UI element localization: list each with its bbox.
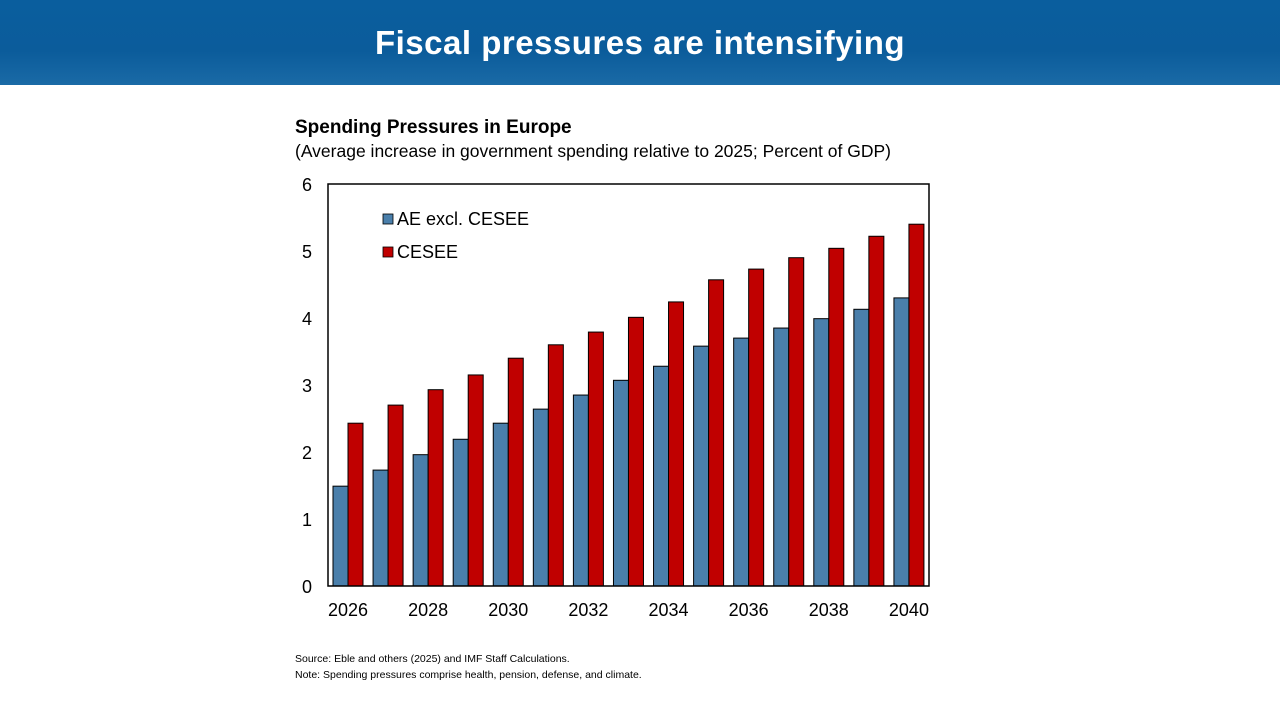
y-tick-label: 5 xyxy=(302,242,312,262)
plot-frame xyxy=(327,183,930,587)
bar-ae-2027 xyxy=(372,469,389,587)
bar-ae-2035 xyxy=(693,345,710,587)
bar-ae-2026 xyxy=(332,485,349,587)
bar-ae-2033 xyxy=(612,379,629,587)
legend-label: AE excl. CESEE xyxy=(397,209,529,229)
bar-cesee-2027 xyxy=(387,404,404,587)
y-tick-label: 3 xyxy=(302,376,312,396)
bar-ae-2038 xyxy=(813,318,830,587)
x-tick-label: 2038 xyxy=(809,600,849,620)
bar-cesee-2032 xyxy=(587,331,604,587)
bar-cesee-2034 xyxy=(668,301,685,587)
bar-cesee-2036 xyxy=(748,268,765,587)
y-tick-label: 0 xyxy=(302,577,312,597)
source-note: Source: Eble and others (2025) and IMF S… xyxy=(295,653,570,665)
bar-cesee-2037 xyxy=(788,257,805,587)
x-tick-label: 2028 xyxy=(408,600,448,620)
bar-ae-2030 xyxy=(492,422,509,587)
x-tick-label: 2026 xyxy=(328,600,368,620)
legend-swatch xyxy=(382,213,394,225)
bar-cesee-2026 xyxy=(347,422,364,587)
x-tick-label: 2034 xyxy=(649,600,689,620)
bar-cesee-2028 xyxy=(427,389,444,587)
bar-ae-2037 xyxy=(773,327,790,587)
footnote: Note: Spending pressures comprise health… xyxy=(295,669,642,681)
bar-ae-2032 xyxy=(572,394,589,587)
bar-cesee-2033 xyxy=(627,316,644,587)
bar-ae-2039 xyxy=(853,308,870,587)
bar-cesee-2038 xyxy=(828,247,845,587)
x-tick-label: 2032 xyxy=(568,600,608,620)
legend-label: CESEE xyxy=(397,242,458,262)
bar-ae-2040 xyxy=(893,297,910,587)
x-tick-label: 2036 xyxy=(729,600,769,620)
bar-cesee-2039 xyxy=(868,235,885,587)
bar-cesee-2040 xyxy=(908,223,925,587)
y-tick-label: 6 xyxy=(302,175,312,195)
chart-subtitle: (Average increase in government spending… xyxy=(295,141,891,161)
bar-ae-2036 xyxy=(733,337,750,587)
y-tick-label: 1 xyxy=(302,510,312,530)
x-tick-label: 2040 xyxy=(889,600,929,620)
bar-cesee-2031 xyxy=(547,344,564,587)
bar-ae-2034 xyxy=(653,365,670,587)
slide-title: Fiscal pressures are intensifying xyxy=(374,24,906,61)
x-tick-label: 2030 xyxy=(488,600,528,620)
bar-cesee-2029 xyxy=(467,374,484,587)
bar-cesee-2030 xyxy=(507,357,524,587)
bar-ae-2028 xyxy=(412,454,429,587)
bar-ae-2029 xyxy=(452,438,469,587)
chart-title: Spending Pressures in Europe xyxy=(295,117,572,138)
title-banner: Fiscal pressures are intensifying xyxy=(0,0,1280,85)
bar-ae-2031 xyxy=(532,408,549,587)
bar-cesee-2035 xyxy=(708,279,725,587)
y-tick-label: 2 xyxy=(302,443,312,463)
legend-swatch xyxy=(382,246,394,258)
y-tick-label: 4 xyxy=(302,309,312,329)
